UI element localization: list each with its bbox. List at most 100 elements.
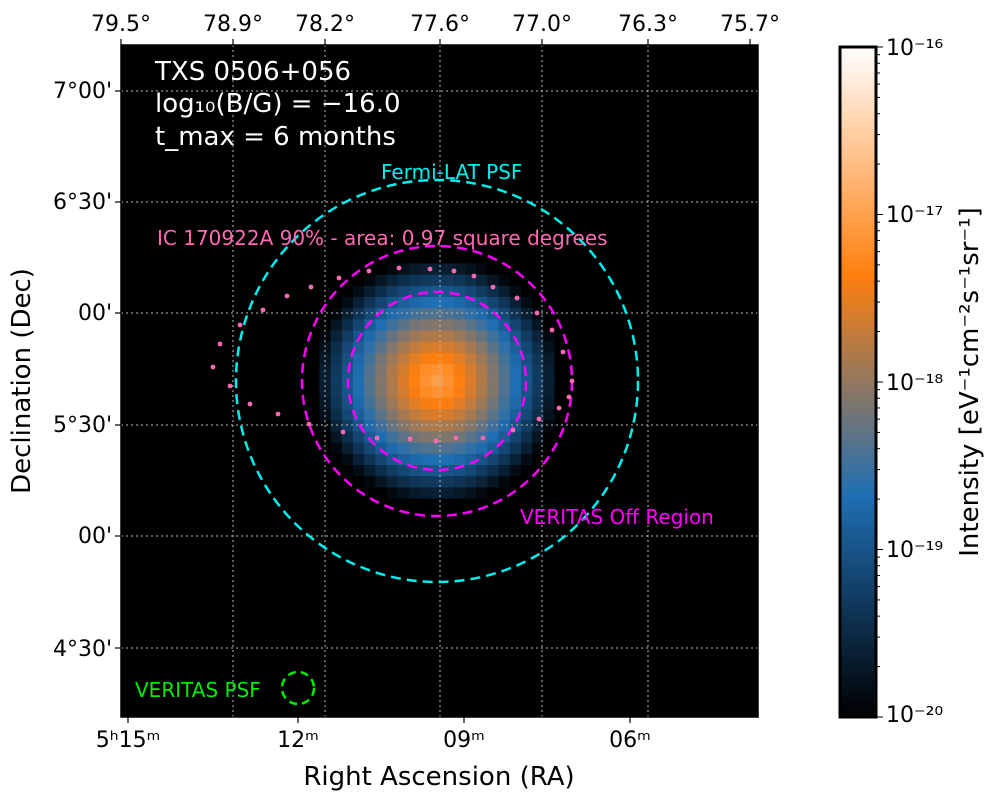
heatmap-pixel — [543, 420, 556, 432]
ic-contour-point — [366, 268, 372, 274]
heatmap-pixel — [442, 386, 455, 399]
ic-contour-point — [549, 327, 555, 333]
heatmap-pixel — [442, 252, 455, 264]
heatmap-pixel — [487, 353, 500, 365]
heatmap-pixel — [409, 453, 421, 466]
heatmap-pixel — [554, 353, 567, 365]
heatmap-pixel — [341, 442, 354, 455]
heatmap-pixel — [509, 431, 522, 444]
heatmap-pixel — [431, 353, 444, 365]
heatmap-pixel — [453, 353, 466, 365]
heatmap-pixel — [409, 330, 421, 343]
heatmap-pixel — [453, 252, 466, 264]
heatmap-pixel — [554, 364, 567, 376]
heatmap-pixel — [364, 375, 376, 388]
heatmap-pixel — [487, 375, 500, 388]
heatmap-pixel — [554, 397, 567, 410]
heatmap-pixel — [375, 487, 388, 500]
heatmap-pixel — [453, 375, 466, 388]
heatmap-pixel — [397, 252, 410, 264]
heatmap-pixel — [420, 274, 432, 287]
heatmap-pixel — [420, 364, 432, 376]
heatmap-pixel — [465, 308, 477, 320]
heatmap-pixel — [353, 308, 365, 320]
heatmap-pixel — [375, 341, 388, 354]
ic-contour-label: IC 170922A 90% - area: 0.97 square degre… — [157, 226, 608, 250]
dec-tick: 5°30' — [53, 413, 112, 438]
heatmap-pixel — [509, 274, 522, 287]
heatmap-pixel — [509, 453, 522, 466]
heatmap-pixel — [476, 274, 488, 287]
heatmap-pixel — [487, 476, 500, 488]
heatmap-pixel — [353, 397, 365, 410]
heatmap-pixel — [509, 375, 522, 388]
heatmap-pixel — [409, 409, 421, 421]
heatmap-pixel — [498, 308, 511, 320]
heatmap-pixel — [543, 341, 556, 354]
heatmap-pixel — [442, 285, 455, 298]
ra-tick-bottom: 5ʰ15ᵐ — [96, 728, 161, 753]
heatmap-pixel — [431, 308, 444, 320]
heatmap-pixel — [487, 487, 500, 500]
heatmap-pixel — [509, 420, 522, 432]
heatmap-pixel — [341, 397, 354, 410]
heatmap-pixel — [521, 285, 533, 298]
ic-contour-point — [237, 322, 243, 328]
heatmap-pixel — [476, 397, 488, 410]
heatmap-pixel — [397, 420, 410, 432]
colorbar-tick: 10⁻¹⁹ — [886, 538, 943, 563]
heatmap-pixel — [330, 420, 343, 432]
heatmap-pixel — [397, 308, 410, 320]
heatmap-pixel — [409, 397, 421, 410]
heatmap-pixel — [498, 319, 511, 332]
veritas-psf-label: VERITAS PSF — [135, 678, 261, 702]
heatmap-pixel — [386, 263, 399, 276]
heatmap-pixel — [453, 274, 466, 287]
ic-contour-point — [480, 435, 486, 441]
heatmap-pixel — [487, 285, 500, 298]
ic-contour-point — [560, 349, 566, 355]
heatmap-pixel — [498, 431, 511, 444]
heatmap-pixel — [543, 386, 556, 399]
heatmap-pixel — [532, 330, 544, 343]
heatmap-pixel — [386, 308, 399, 320]
dec-tick: 7°00' — [53, 79, 112, 104]
heatmap-pixel — [330, 409, 343, 421]
heatmap-pixel — [476, 465, 488, 477]
heatmap-pixel — [442, 319, 455, 332]
colorbar-tick-marks — [876, 46, 883, 718]
ic-contour-point — [340, 429, 346, 435]
heatmap-pixel — [420, 263, 432, 276]
ic-contour-point — [471, 273, 477, 279]
heatmap-pixel — [409, 341, 421, 354]
heatmap-pixel — [442, 397, 455, 410]
ic-contour-point — [433, 438, 439, 444]
heatmap-pixel — [487, 397, 500, 410]
heatmap-pixel — [509, 285, 522, 298]
heatmap-pixel — [476, 364, 488, 376]
heatmap-pixel — [375, 409, 388, 421]
heatmap-pixel — [431, 453, 444, 466]
heatmap-pixel — [375, 375, 388, 388]
heatmap-pixel — [341, 386, 354, 399]
heatmap-pixel — [397, 442, 410, 455]
heatmap-pixel — [397, 274, 410, 287]
heatmap-pixel — [487, 297, 500, 309]
heatmap-pixel — [543, 397, 556, 410]
ic-contour-point — [275, 411, 281, 417]
heatmap-pixel — [532, 409, 544, 421]
heatmap-pixel — [543, 431, 556, 444]
heatmap-pixel — [509, 364, 522, 376]
heatmap-pixel — [442, 274, 455, 287]
ic-contour-point — [556, 405, 562, 411]
heatmap-pixel — [330, 308, 343, 320]
heatmap-pixel — [453, 498, 466, 511]
heatmap-pixel — [442, 263, 455, 276]
heatmap-pixel — [386, 465, 399, 477]
heatmap-pixel — [341, 319, 354, 332]
heatmap-pixel — [453, 476, 466, 488]
heatmap-pixel — [521, 397, 533, 410]
heatmap-pixel — [498, 397, 511, 410]
heatmap-pixel — [431, 252, 444, 264]
heatmap-pixel — [532, 341, 544, 354]
